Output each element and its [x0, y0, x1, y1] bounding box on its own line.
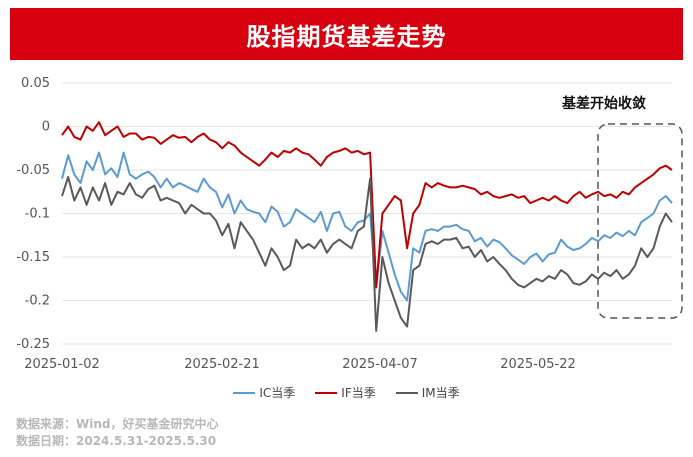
x-tick-label-2: 2025-04-07 [342, 357, 418, 372]
x-tick-label-0: 2025-01-02 [24, 357, 100, 372]
legend-label-im: IM当季 [421, 386, 460, 400]
x-tick-label-1: 2025-02-21 [184, 357, 260, 372]
series-line-im [61, 176, 673, 332]
legend-label-ic: IC当季 [259, 386, 296, 400]
y-tick-label-1: 0 [42, 120, 50, 135]
y-tick-label-3: -0.1 [25, 207, 50, 222]
convergence-annotation: 基差开始收敛 [562, 95, 646, 112]
y-tick-label-6: -0.25 [16, 337, 50, 352]
legend-swatch-ic [233, 391, 256, 394]
y-tick-label-5: -0.2 [25, 294, 50, 309]
source-line: 数据来源：Wind，好买基金研究中心 [16, 417, 219, 431]
page-title: 股指期货基差走势 [246, 22, 447, 51]
date-line: 数据日期：2024.5.31-2025.5.30 [16, 434, 217, 448]
chart-legend: IC当季 IF当季 IM当季 [0, 384, 693, 401]
x-tick-label-3: 2025-05-22 [500, 357, 576, 372]
data-source-note: 数据来源：Wind，好买基金研究中心 数据日期：2024.5.31-2025.5… [16, 416, 218, 450]
y-tick-label-2: -0.05 [16, 163, 50, 178]
legend-swatch-im [395, 391, 418, 394]
series-line-ic [61, 151, 673, 302]
legend-item-im: IM当季 [395, 384, 460, 401]
legend-item-if: IF当季 [315, 384, 376, 401]
series-line-if [61, 121, 673, 289]
legend-item-ic: IC当季 [233, 384, 295, 401]
basis-trend-chart: 0.05 0 -0.05 -0.1 -0.15 -0.2 -0.25 2025-01-02 20… [16, 76, 683, 372]
legend-label-if: IF当季 [341, 386, 376, 400]
y-tick-label-4: -0.15 [16, 250, 50, 265]
convergence-highlight-box [597, 123, 683, 319]
title-banner: 股指期货基差走势 [10, 8, 683, 60]
legend-swatch-if [315, 391, 338, 394]
y-tick-label-0: 0.05 [21, 76, 50, 91]
